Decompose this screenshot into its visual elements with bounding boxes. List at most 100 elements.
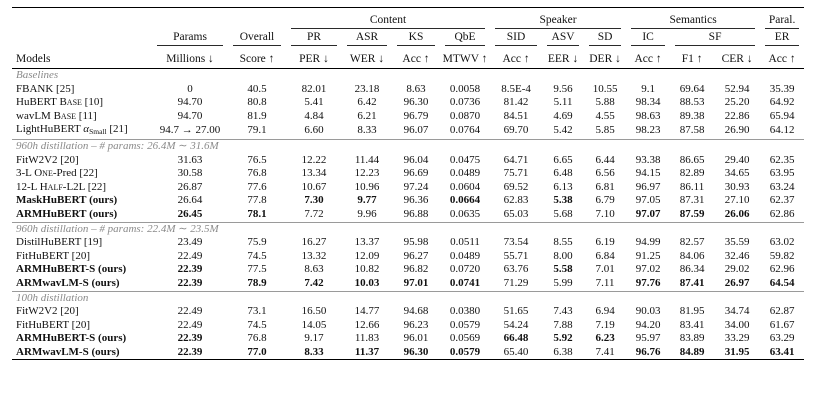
- value-cell: 0.0569: [449, 332, 481, 345]
- col-ic: IC: [626, 29, 670, 46]
- group-header-row: Content Speaker Semantics Paral.: [12, 8, 804, 29]
- value-cell: 94.99: [635, 236, 661, 249]
- value-cell: 26.06: [724, 207, 750, 220]
- value-cell: 98.63: [635, 109, 661, 122]
- value-cell: 87.59: [679, 207, 705, 220]
- value-cell: 10.55: [592, 82, 618, 95]
- value-cell: 74.5: [247, 318, 267, 331]
- col-sd-label: SD: [589, 31, 622, 46]
- value-cell: 32.46: [724, 249, 750, 262]
- value-cell: 0.0511: [450, 236, 480, 249]
- value-cell: 13.32: [301, 249, 327, 262]
- value-cell: 22.49: [177, 305, 203, 318]
- value-cell: 96.69: [403, 167, 429, 180]
- value-cell: 5.11: [553, 96, 573, 109]
- model-name-part: [10]: [81, 96, 103, 109]
- value-cell: 12.66: [354, 318, 380, 331]
- value-cell: 77.5: [247, 263, 267, 276]
- value-cell: 6.21: [357, 109, 377, 122]
- value-cell: 96.07: [403, 124, 429, 137]
- value-cell: 29.02: [724, 263, 750, 276]
- section-label-row: 960h distillation – # params: 26.4M ∼ 31…: [12, 138, 805, 154]
- model-row: 12-L Half-L2L [22] 26.87 77.6 10.67 10.96 97.…: [12, 181, 804, 195]
- value-cell: 84.06: [679, 249, 705, 262]
- col-asr: ASR: [342, 29, 392, 46]
- model-name-part: Base: [53, 109, 77, 122]
- value-cell: 7.72: [304, 207, 324, 220]
- model-row: ARMHuBERT-S (ours) 22.39 76.8 9.17 11.83 96.0…: [12, 332, 804, 346]
- value-cell: 8.63: [304, 263, 324, 276]
- value-cell: 5.99: [553, 276, 573, 289]
- value-cell: 22.39: [177, 332, 203, 345]
- value-cell: 6.23: [595, 332, 615, 345]
- value-cell: 7.19: [595, 318, 615, 331]
- value-cell: 82.57: [679, 236, 705, 249]
- results-table-body: Baselines FBANK [25] 0 40.5 82.01 23.18 8.63 0.…: [12, 69, 805, 360]
- value-cell: 23.18: [354, 82, 380, 95]
- value-cell: 65.03: [503, 207, 529, 220]
- value-cell: 71.29: [503, 276, 529, 289]
- value-cell: 84.89: [679, 345, 705, 358]
- section-label: 960h distillation – # params: 26.4M ∼ 31…: [12, 138, 805, 154]
- value-cell: 76.8: [247, 167, 267, 180]
- value-cell: 0.0736: [449, 96, 481, 109]
- col-params: Params: [152, 29, 228, 46]
- model-name-part: FBANK [25]: [16, 82, 75, 95]
- value-cell: 22.39: [177, 345, 203, 358]
- value-cell: 5.88: [595, 96, 615, 109]
- metric-millions: Millions ↓: [152, 46, 228, 69]
- value-cell: 96.30: [403, 345, 429, 358]
- value-cell: 84.51: [503, 109, 529, 122]
- value-cell: 7.43: [553, 305, 573, 318]
- col-sid-label: SID: [495, 31, 538, 46]
- col-qbe-label: QbE: [445, 31, 486, 46]
- value-cell: 0.0579: [449, 345, 481, 358]
- section-label: Baselines: [16, 69, 59, 81]
- value-cell: 34.00: [724, 318, 750, 331]
- col-sf-label: SF: [675, 31, 756, 46]
- value-cell: 94.20: [635, 318, 661, 331]
- model-name-cell: ARMwavLM-S (ours): [12, 346, 152, 360]
- model-row: ARMHuBERT-S (ours) 22.39 77.5 8.63 10.82 96.8…: [12, 263, 804, 277]
- value-cell: 82.01: [301, 82, 327, 95]
- value-cell: 90.03: [635, 305, 661, 318]
- value-cell: 87.58: [679, 124, 705, 137]
- value-cell: 16.27: [301, 236, 327, 249]
- section-label: 100h distillation: [12, 290, 805, 306]
- model-name-part: [11]: [76, 109, 97, 122]
- value-cell: 26.97: [724, 276, 750, 289]
- value-cell: 9.1: [641, 82, 655, 95]
- value-cell: 89.38: [679, 109, 705, 122]
- value-cell: 55.71: [503, 249, 529, 262]
- metric-sid-acc: Acc ↑: [490, 46, 543, 69]
- model-row: MaskHuBERT (ours) 26.64 77.8 7.30 9.77 96.36 0…: [12, 194, 804, 208]
- value-cell: 26.87: [177, 180, 203, 193]
- value-cell: 6.65: [553, 153, 573, 166]
- model-name-part: -Pred [22]: [52, 167, 98, 180]
- model-row: LightHuBERT αSmall [21] 94.7 → 27.00 79.1 6…: [12, 123, 804, 139]
- model-name-cell: ARMHuBERT-S (ours): [12, 263, 152, 277]
- value-cell: 79.1: [247, 124, 267, 137]
- value-cell: 6.42: [357, 96, 377, 109]
- value-cell: 5.58: [553, 263, 573, 276]
- value-cell: 30.93: [724, 180, 750, 193]
- col-er: ER: [760, 29, 804, 46]
- value-cell: 6.38: [553, 345, 573, 358]
- value-cell: 96.30: [403, 96, 429, 109]
- value-cell: 31.63: [177, 153, 203, 166]
- value-cell: 66.48: [503, 332, 529, 345]
- value-cell: 62.35: [769, 153, 795, 166]
- model-name-cell: LightHuBERT αSmall [21]: [12, 123, 152, 139]
- value-cell: 75.71: [503, 167, 529, 180]
- model-row: DistilHuBERT [19] 23.49 75.9 16.27 13.37 95.9…: [12, 236, 804, 250]
- value-cell: 33.29: [724, 332, 750, 345]
- model-name-cell: wavLM Base [11]: [12, 110, 152, 124]
- value-cell: 97.76: [635, 276, 661, 289]
- value-cell: 8.63: [406, 82, 426, 95]
- model-name-part: FitHuBERT [20]: [16, 249, 91, 262]
- value-cell: 6.94: [595, 305, 615, 318]
- value-cell: 40.5: [247, 82, 267, 95]
- model-name-cell: ARMwavLM-S (ours): [12, 277, 152, 291]
- value-cell: 27.10: [724, 194, 750, 207]
